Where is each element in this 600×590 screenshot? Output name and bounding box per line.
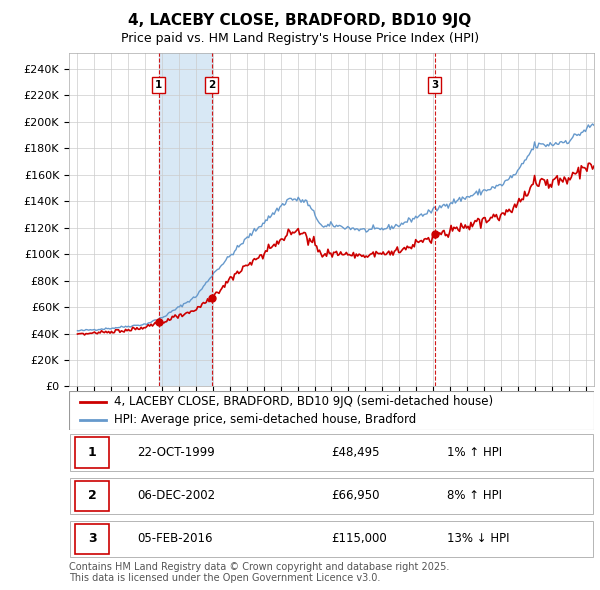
Text: 1: 1	[155, 80, 163, 90]
Text: £115,000: £115,000	[331, 532, 387, 545]
Text: 4, LACEBY CLOSE, BRADFORD, BD10 9JQ: 4, LACEBY CLOSE, BRADFORD, BD10 9JQ	[128, 13, 472, 28]
Text: HPI: Average price, semi-detached house, Bradford: HPI: Average price, semi-detached house,…	[113, 414, 416, 427]
Text: 22-OCT-1999: 22-OCT-1999	[137, 446, 215, 459]
Text: 8% ↑ HPI: 8% ↑ HPI	[447, 489, 502, 502]
Bar	[159, 53, 212, 386]
Text: Price paid vs. HM Land Registry's House Price Index (HPI): Price paid vs. HM Land Registry's House …	[121, 32, 479, 45]
Bar	[76, 438, 109, 467]
Text: 3: 3	[431, 80, 438, 90]
Text: £48,495: £48,495	[331, 446, 380, 459]
Text: 06-DEC-2002: 06-DEC-2002	[137, 489, 215, 502]
Text: Contains HM Land Registry data © Crown copyright and database right 2025.
This d: Contains HM Land Registry data © Crown c…	[69, 562, 449, 584]
Text: 1% ↑ HPI: 1% ↑ HPI	[447, 446, 502, 459]
Text: 2: 2	[208, 80, 215, 90]
Text: 05-FEB-2016: 05-FEB-2016	[137, 532, 213, 545]
Bar	[76, 480, 109, 510]
Text: 2: 2	[88, 489, 97, 502]
Text: £66,950: £66,950	[331, 489, 380, 502]
Text: 3: 3	[88, 532, 97, 545]
Text: 1: 1	[88, 446, 97, 459]
Text: 13% ↓ HPI: 13% ↓ HPI	[447, 532, 509, 545]
Text: 4, LACEBY CLOSE, BRADFORD, BD10 9JQ (semi-detached house): 4, LACEBY CLOSE, BRADFORD, BD10 9JQ (sem…	[113, 395, 493, 408]
Bar	[76, 524, 109, 553]
